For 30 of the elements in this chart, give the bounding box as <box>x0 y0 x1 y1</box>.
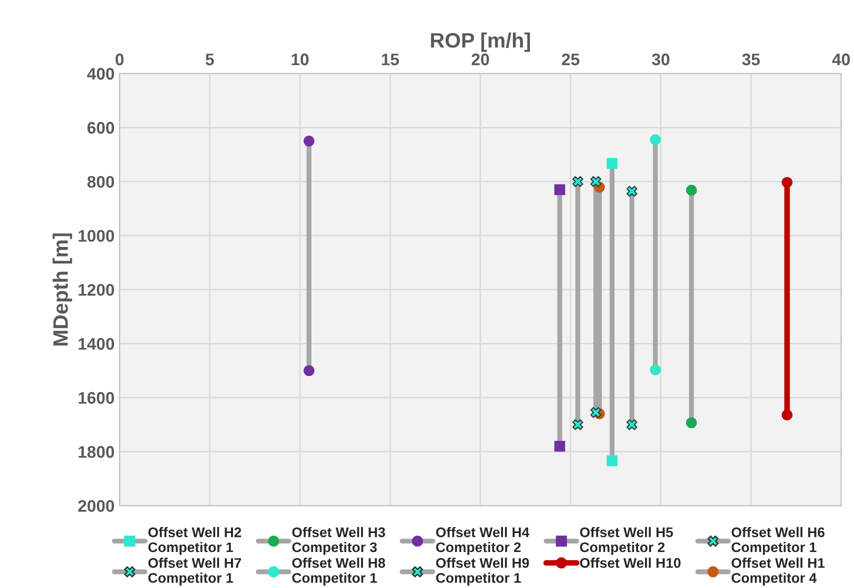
x-tick-label: 35 <box>742 54 760 66</box>
legend-label: Offset Well H2 Competitor 1 <box>148 527 242 555</box>
y-tick-label: 1200 <box>78 284 114 296</box>
legend-label: Offset Well H1 Competitor 4 <box>732 558 825 586</box>
y-tick-label: 600 <box>88 122 114 134</box>
legend-label: Offset Well H8 Competitor 1 <box>292 558 386 586</box>
legend-label: Offset Well H9 Competitor 1 <box>436 558 529 586</box>
y-tick-label: 1400 <box>78 338 114 350</box>
y-tick-label: 1000 <box>78 230 114 242</box>
y-axis-title: MDepth [m] <box>52 233 72 346</box>
legend-label: Offset Well H6 Competitor 1 <box>732 527 824 555</box>
legend-label: Offset Well H10 <box>580 558 681 568</box>
x-tick-label: 25 <box>562 54 580 66</box>
x-tick-label: 15 <box>382 54 399 66</box>
y-tick-label: 400 <box>87 68 114 80</box>
y-tick-label: 800 <box>87 176 114 188</box>
legend-label: Offset Well H3 Competitor 3 <box>292 527 386 555</box>
legend-label: Offset Well H4 Competitor 2 <box>436 527 530 555</box>
x-tick-label: 5 <box>206 54 214 66</box>
legend-label: Offset Well H7 Competitor 1 <box>148 558 242 586</box>
x-tick-label: 0 <box>116 54 124 66</box>
legend-label: Offset Well H5 Competitor 2 <box>580 527 673 555</box>
x-tick-label: 40 <box>832 54 850 66</box>
x-tick-label: 10 <box>292 54 309 66</box>
x-tick-label: 30 <box>652 54 670 66</box>
y-tick-label: 1800 <box>78 446 114 458</box>
x-axis-title: ROP [m/h] <box>431 32 530 52</box>
y-tick-label: 2000 <box>78 500 114 512</box>
x-tick-label: 20 <box>472 54 489 66</box>
y-tick-label: 1600 <box>78 392 114 404</box>
